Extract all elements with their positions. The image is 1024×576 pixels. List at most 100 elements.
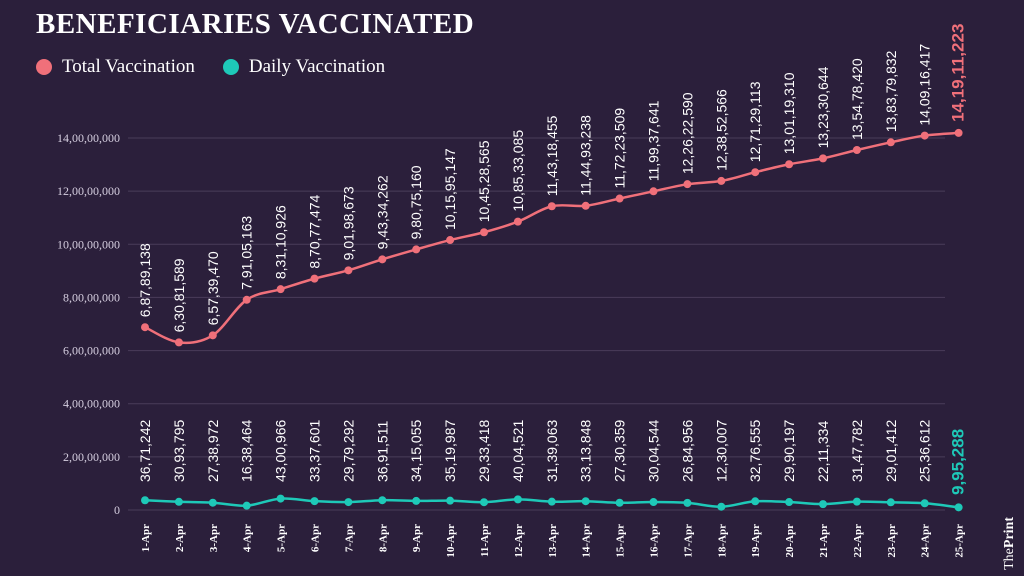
total-vaccination-point bbox=[310, 274, 319, 283]
total-vaccination-label: 11,44,93,238 bbox=[578, 115, 594, 196]
daily-vaccination-label: 32,76,555 bbox=[747, 420, 763, 482]
x-tick-label: 13-Apr bbox=[547, 524, 559, 558]
total-vaccination-point bbox=[683, 180, 692, 189]
daily-vaccination-point bbox=[852, 497, 861, 506]
total-vaccination-point bbox=[242, 295, 251, 304]
y-tick-label: 0 bbox=[114, 503, 120, 517]
x-tick-label: 6-Apr bbox=[310, 524, 322, 552]
daily-vaccination-point bbox=[378, 496, 387, 505]
daily-vaccination-point bbox=[412, 496, 421, 505]
daily-vaccination-label: 33,13,848 bbox=[578, 420, 594, 482]
total-vaccination-label: 6,87,89,138 bbox=[137, 243, 153, 317]
daily-vaccination-point bbox=[683, 498, 692, 507]
total-vaccination-label: 12,71,29,113 bbox=[747, 81, 763, 162]
daily-vaccination-label: 40,04,521 bbox=[510, 420, 526, 482]
x-tick-label: 18-Apr bbox=[716, 524, 728, 558]
x-tick-label: 16-Apr bbox=[649, 524, 661, 558]
daily-vaccination-label: 29,79,292 bbox=[340, 420, 356, 482]
total-vaccination-label: 9,01,98,673 bbox=[340, 186, 356, 260]
y-tick-label: 10,00,00,000 bbox=[57, 237, 120, 251]
daily-vaccination-point bbox=[819, 500, 827, 509]
daily-vaccination-label: 26,84,956 bbox=[679, 420, 695, 482]
x-tick-label: 7-Apr bbox=[343, 524, 355, 552]
daily-vaccination-point bbox=[276, 494, 285, 503]
daily-vaccination-point bbox=[513, 495, 522, 504]
daily-vaccination-label: 35,19,987 bbox=[442, 420, 458, 482]
total-vaccination-label: 11,99,37,641 bbox=[646, 100, 662, 181]
total-vaccination-point bbox=[276, 285, 285, 294]
total-vaccination-label: 6,30,81,589 bbox=[171, 258, 187, 332]
daily-vaccination-point bbox=[344, 498, 353, 507]
daily-vaccination-label: 43,00,966 bbox=[273, 420, 289, 482]
daily-vaccination-point bbox=[242, 501, 251, 510]
x-tick-label: 23-Apr bbox=[886, 524, 898, 558]
daily-vaccination-point bbox=[649, 498, 658, 507]
daily-vaccination-point bbox=[581, 497, 590, 506]
total-vaccination-point bbox=[954, 128, 963, 137]
legend-item-total: Total Vaccination bbox=[36, 56, 195, 78]
x-tick-label: 5-Apr bbox=[276, 524, 288, 552]
total-vaccination-point bbox=[480, 228, 488, 237]
daily-vaccination-point bbox=[920, 499, 929, 508]
total-vaccination-label: 10,45,28,565 bbox=[476, 140, 492, 222]
total-vaccination-label: 8,70,77,474 bbox=[307, 194, 323, 268]
total-vaccination-point bbox=[886, 138, 895, 147]
x-tick-label: 1-Apr bbox=[140, 524, 152, 552]
daily-vaccination-label: 9,95,288 bbox=[949, 429, 968, 495]
y-tick-label: 14,00,00,000 bbox=[57, 131, 120, 145]
total-vaccination-label: 9,80,75,160 bbox=[408, 165, 424, 239]
daily-vaccination-label: 36,91,511 bbox=[374, 421, 390, 482]
y-tick-label: 8,00,00,000 bbox=[63, 290, 120, 304]
total-vaccination-label: 12,26,22,590 bbox=[679, 92, 695, 174]
total-vaccination-point bbox=[751, 168, 760, 177]
total-vaccination-label: 14,19,11,223 bbox=[949, 24, 968, 122]
total-vaccination-point bbox=[920, 131, 929, 140]
daily-vaccination-point bbox=[174, 497, 183, 506]
total-vaccination-label: 13,01,19,310 bbox=[781, 72, 797, 154]
total-vaccination-point bbox=[141, 323, 149, 332]
legend-item-daily: Daily Vaccination bbox=[222, 56, 386, 78]
total-vaccination-point bbox=[852, 146, 861, 155]
total-vaccination-point bbox=[547, 202, 556, 211]
x-tick-label: 25-Apr bbox=[954, 524, 966, 558]
total-vaccination-label: 7,91,05,163 bbox=[239, 216, 255, 290]
x-tick-label: 12-Apr bbox=[513, 524, 525, 558]
x-tick-label: 19-Apr bbox=[750, 524, 762, 558]
brand-name: Print bbox=[1002, 517, 1017, 549]
x-tick-label: 4-Apr bbox=[242, 524, 254, 552]
daily-vaccination-point bbox=[446, 496, 455, 505]
y-tick-label: 2,00,00,000 bbox=[63, 450, 120, 464]
daily-vaccination-label: 34,15,055 bbox=[408, 420, 424, 482]
total-vaccination-point bbox=[446, 236, 455, 245]
daily-vaccination-label: 36,71,242 bbox=[137, 420, 153, 482]
y-tick-label: 6,00,00,000 bbox=[63, 344, 120, 358]
daily-vaccination-label: 27,38,972 bbox=[205, 420, 221, 482]
chart-title: BENEFICIARIES VACCINATED bbox=[36, 8, 475, 40]
total-vaccination-label: 9,43,34,262 bbox=[374, 175, 390, 249]
x-tick-label: 15-Apr bbox=[615, 524, 627, 558]
total-vaccination-label: 12,38,52,566 bbox=[713, 89, 729, 171]
daily-vaccination-point bbox=[751, 497, 760, 506]
legend-daily-label: Daily Vaccination bbox=[248, 56, 386, 77]
daily-vaccination-label: 22,11,334 bbox=[815, 421, 831, 482]
daily-vaccination-label: 16,38,464 bbox=[239, 420, 255, 482]
total-vaccination-point bbox=[615, 194, 624, 203]
daily-vaccination-label: 31,39,063 bbox=[544, 420, 560, 482]
brand-logo: ThePrint bbox=[1002, 517, 1018, 570]
daily-vaccination-point bbox=[480, 498, 488, 507]
brand-prefix: The bbox=[1002, 548, 1017, 570]
total-vaccination-point bbox=[717, 176, 726, 185]
daily-vaccination-point bbox=[547, 497, 556, 506]
total-vaccination-point bbox=[378, 255, 387, 264]
legend: Total Vaccination Daily Vaccination bbox=[36, 56, 413, 78]
daily-vaccination-label: 12,30,007 bbox=[713, 420, 729, 482]
daily-vaccination-label: 30,93,795 bbox=[171, 420, 187, 482]
total-vaccination-label: 13,23,30,644 bbox=[815, 66, 831, 148]
daily-vaccination-label: 33,37,601 bbox=[307, 420, 323, 482]
total-vaccination-point bbox=[208, 331, 217, 340]
total-vaccination-point bbox=[344, 266, 353, 275]
x-tick-label: 24-Apr bbox=[920, 524, 932, 558]
daily-vaccination-label: 29,33,418 bbox=[476, 420, 492, 482]
total-vaccination-label: 13,54,78,420 bbox=[849, 58, 865, 140]
